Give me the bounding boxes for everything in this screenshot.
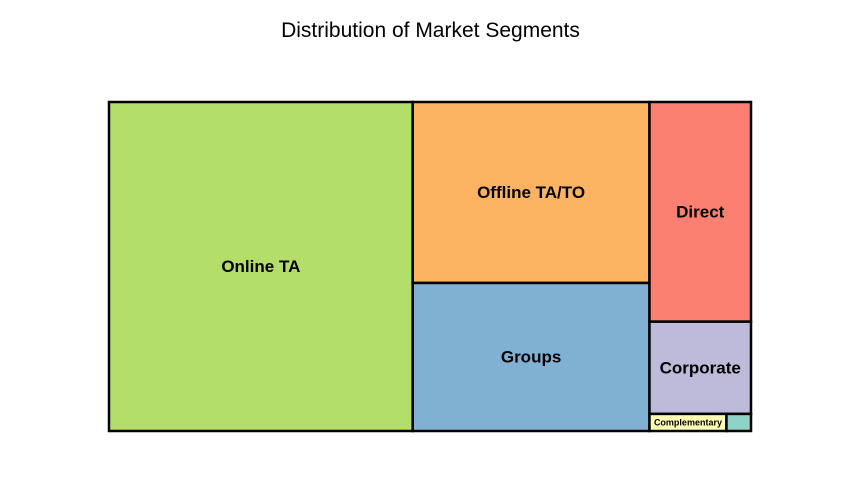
tile-label-online-ta: Online TA	[221, 257, 300, 276]
tile-label-complementary: Complementary	[654, 417, 722, 427]
tile-label-groups: Groups	[501, 347, 561, 366]
tile-label-direct: Direct	[676, 202, 725, 221]
tile-label-corporate: Corporate	[660, 358, 741, 377]
chart-title: Distribution of Market Segments	[281, 19, 580, 42]
tile-label-offline-ta-to: Offline TA/TO	[477, 183, 585, 202]
tile-unlabeled	[725, 412, 753, 433]
tile-direct	[648, 100, 753, 323]
